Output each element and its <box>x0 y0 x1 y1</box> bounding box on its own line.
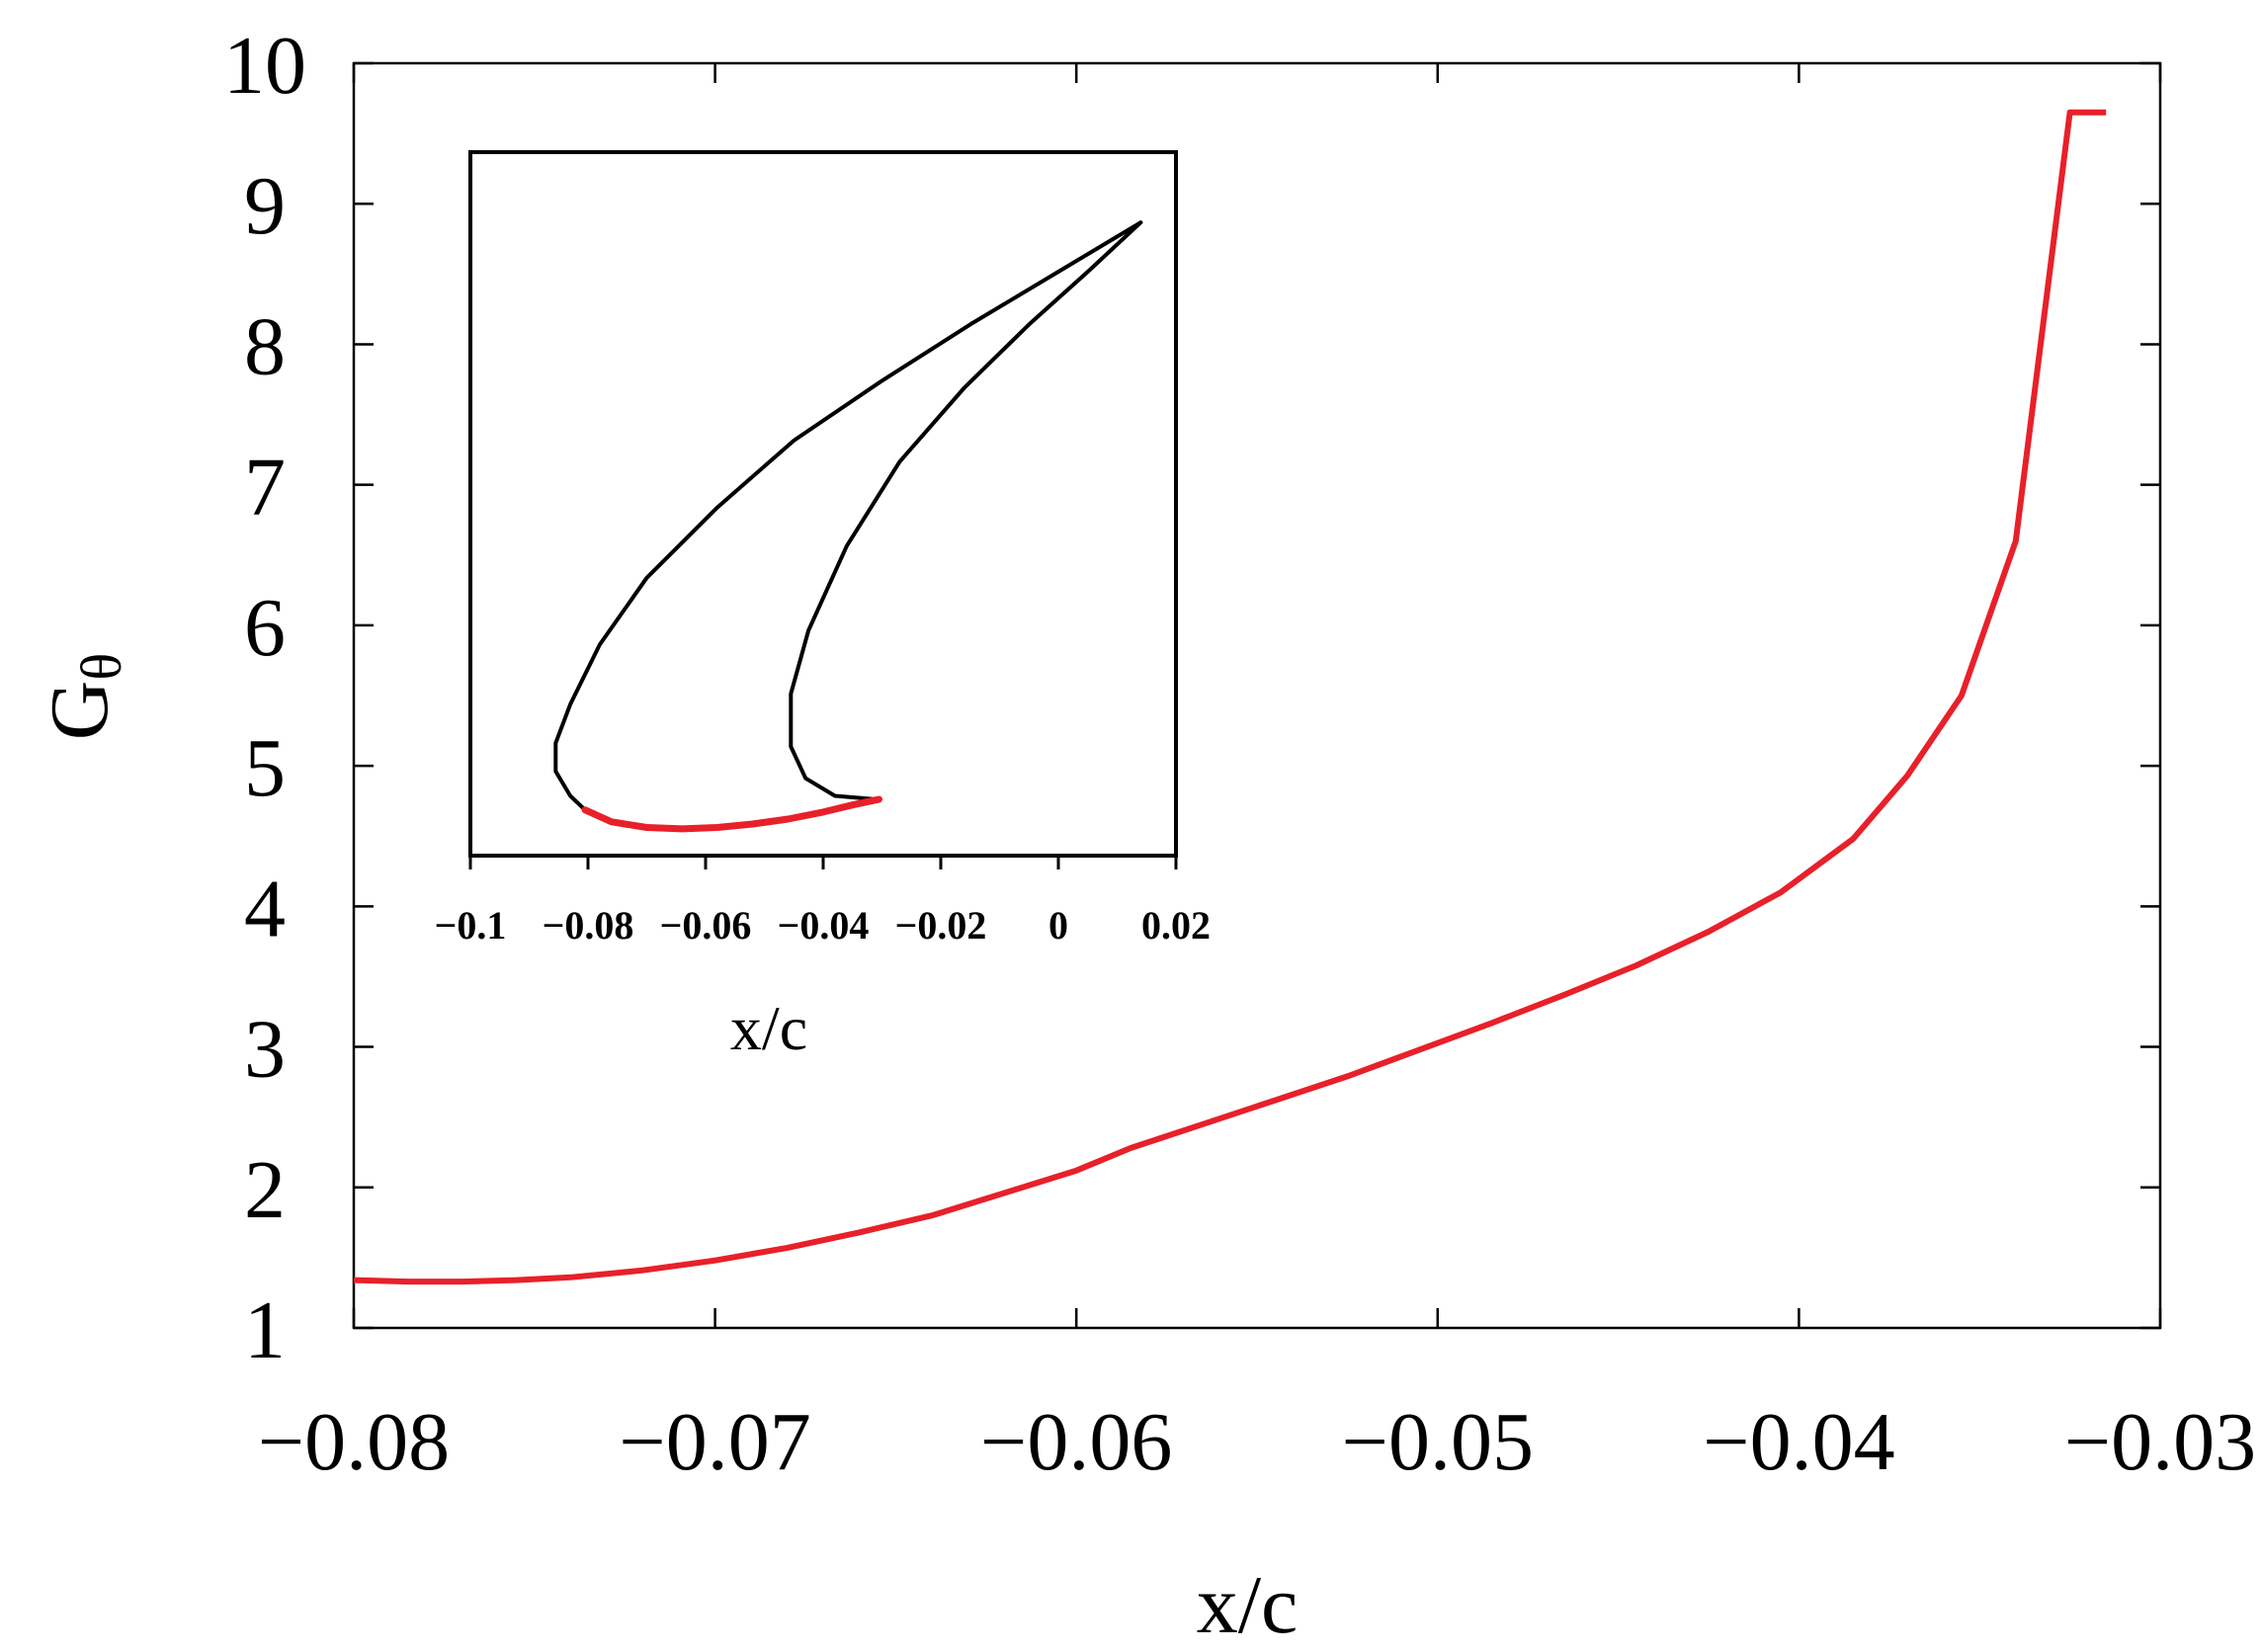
inset-series-line <box>581 795 882 833</box>
main-x-axis-label: x/c <box>1197 1559 1299 1651</box>
main-y-tick-label: 1 <box>244 1284 286 1376</box>
main-x-tick-label: −0.06 <box>980 1396 1172 1488</box>
main-y-tick-label: 3 <box>244 1004 286 1096</box>
inset-series-line <box>553 220 1143 812</box>
inset-x-tick-label: 0.02 <box>1141 903 1211 948</box>
main-x-tick-label: −0.08 <box>258 1396 450 1488</box>
main-series-line <box>353 109 2107 1285</box>
inset-x-tick-label: 0 <box>1048 903 1068 948</box>
main-x-tick-label: −0.04 <box>1703 1396 1894 1488</box>
inset-x-tick-label: −0.1 <box>435 903 507 948</box>
main-y-axis-label: Gθ <box>34 653 133 740</box>
main-x-tick-label: −0.07 <box>619 1396 810 1488</box>
main-y-tick-label: 8 <box>244 300 286 392</box>
main-plot-frame <box>352 61 2162 1330</box>
inset-chart: −0.1 −0.08 −0.06 −0.04 −0.02 0 0.02 x/c <box>435 150 1211 1063</box>
inset-x-tick-label: −0.04 <box>778 903 870 948</box>
main-y-axis-label-subscript: θ <box>69 653 133 681</box>
main-y-tick-label: 9 <box>244 160 286 252</box>
main-y-tick-label: 4 <box>244 863 286 954</box>
main-y-axis-label-main: G <box>34 681 126 741</box>
inset-x-tick-label: −0.08 <box>543 903 634 948</box>
main-y-tick-label: 2 <box>244 1144 286 1236</box>
inset-background <box>470 152 1176 856</box>
inset-x-axis: −0.1 −0.08 −0.06 −0.04 −0.02 0 0.02 <box>435 856 1211 948</box>
main-x-axis: −0.08 −0.07 −0.06 −0.05 −0.04 −0.03 <box>258 63 2256 1488</box>
main-series-layer <box>353 109 2107 1285</box>
main-y-tick-label: 6 <box>244 582 286 674</box>
inset-x-tick-label: −0.02 <box>895 903 987 948</box>
inset-series-line <box>789 220 1143 801</box>
main-y-tick-label: 5 <box>244 722 286 814</box>
main-y-axis: 1 2 3 4 5 6 7 8 9 10 <box>223 20 2160 1376</box>
inset-series-layer <box>553 220 1143 833</box>
main-x-tick-label: −0.05 <box>1342 1396 1534 1488</box>
inset-x-axis-label: x/c <box>730 993 807 1063</box>
inset-x-tick-label: −0.06 <box>660 903 752 948</box>
main-x-tick-label: −0.03 <box>2064 1396 2256 1488</box>
main-y-tick-label: 7 <box>244 442 286 534</box>
main-y-tick-label: 10 <box>223 20 306 112</box>
